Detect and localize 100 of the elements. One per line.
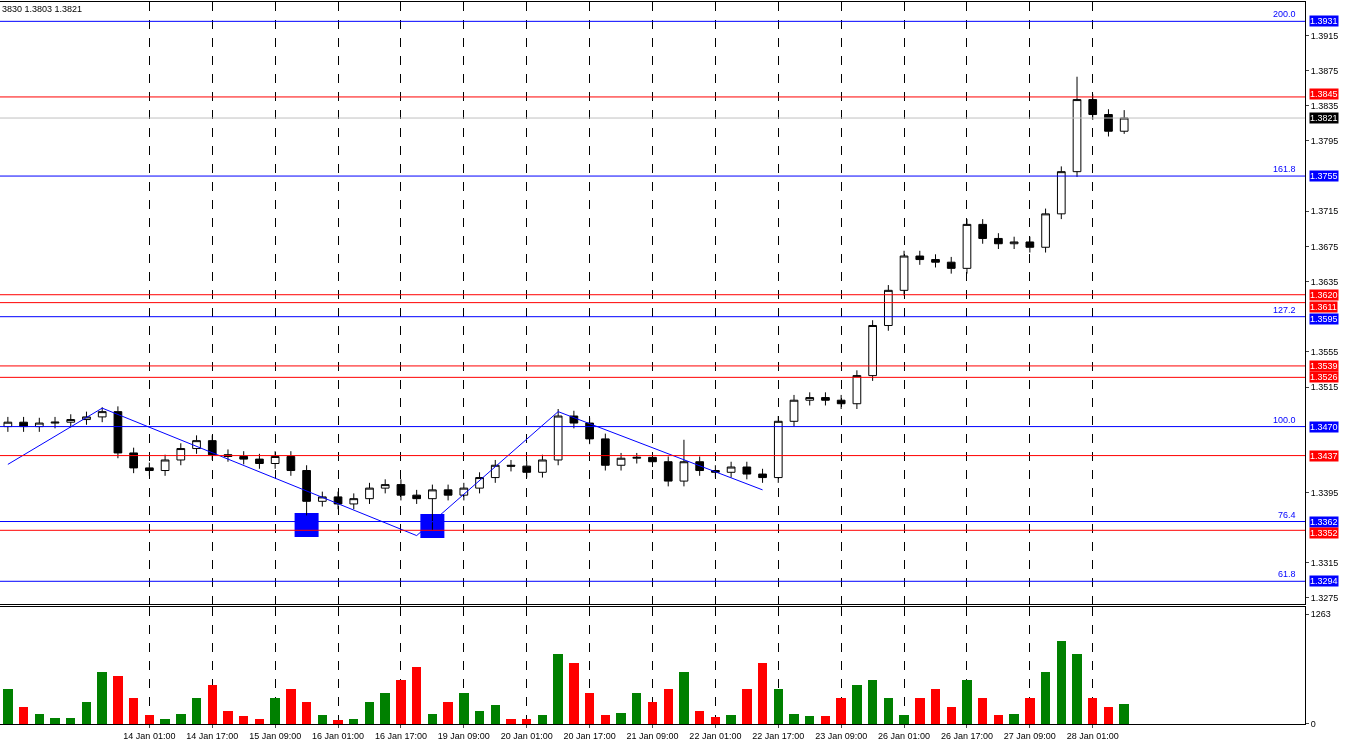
bar [1088,698,1097,724]
bar [899,715,909,724]
candlestick [758,468,767,484]
bar [35,714,44,724]
bar [192,698,201,724]
ref-line-label: 1.3931 [1310,16,1338,26]
x-tick-label: 14 Jan 01:00 [123,730,176,741]
x-tick-label: 28 Jan 01:00 [1066,730,1119,741]
candlestick [1041,208,1050,254]
candlestick [66,413,76,428]
bar [726,715,736,724]
y-tick-label: 1.3515 [1310,382,1339,393]
candlestick [380,478,390,494]
bar [506,719,516,724]
candlestick [616,452,626,472]
annotation: 200.0 [1273,9,1296,19]
x-tick-label: 22 Jan 01:00 [689,730,742,741]
candlestick [726,461,736,479]
candlestick [883,284,893,332]
bar [239,716,248,724]
bar [648,702,657,724]
bar [836,698,846,724]
bar [1025,698,1035,724]
candlestick [553,408,563,466]
bar [679,672,689,724]
candlestick [1119,109,1129,135]
ref-line-label: 1.3470 [1310,422,1338,432]
candlestick [113,405,123,459]
bar [569,663,579,724]
y-tick-label: 1.3875 [1310,65,1339,76]
bar [538,715,547,724]
bar [915,698,925,724]
bar [931,689,940,724]
y-tick-label: 1.3275 [1310,593,1339,604]
bar [333,720,343,724]
bar [978,698,987,724]
x-tick-label: 21 Jan 09:00 [626,730,679,741]
bar [553,654,563,724]
ref-line-label: 1.3611 [1310,302,1337,312]
annotation: 127.2 [1273,305,1296,315]
bar [113,676,123,724]
y-tick-label: 1.3795 [1310,136,1339,147]
bar [522,719,531,724]
annotation: 61.8 [1278,569,1296,579]
bar [868,680,877,724]
ref-line-label: 1.3294 [1310,576,1338,586]
bar [208,685,217,724]
bar [145,715,154,724]
bar [318,715,327,724]
candlestick [538,454,547,479]
candlestick [789,394,799,428]
bar [585,693,594,724]
candlestick [506,459,516,472]
bar [176,714,186,724]
annotation: 161.8 [1273,164,1296,174]
x-tick-label: 20 Jan 01:00 [500,730,553,741]
bar [349,719,358,724]
bar [695,711,704,724]
candlestick [679,439,689,487]
bar [302,702,311,724]
ref-line-label: 1.3821 [1310,113,1338,123]
bar [129,698,138,724]
bar [475,711,484,724]
candlestick [129,447,138,474]
bar [994,715,1003,724]
candlestick [1056,165,1066,220]
candlestick [428,484,437,531]
candlestick [852,369,862,410]
y-tick-label: 1.3835 [1310,100,1339,111]
bar [459,693,469,724]
y-tick-label: 1.3395 [1310,487,1339,498]
candlestick [365,482,374,505]
x-tick-label: 23 Jan 09:00 [815,730,868,741]
bar [774,689,783,724]
bar [947,707,956,724]
y-tick-label: 1.3555 [1310,347,1339,358]
bar [758,663,767,724]
bar [50,718,60,724]
bar [1057,641,1066,724]
candlestick [663,455,673,487]
candlestick [412,489,422,505]
ref-line-label: 1.3620 [1310,290,1338,300]
x-tick-label: 27 Jan 09:00 [1003,730,1056,741]
candlestick [600,433,610,472]
candlestick [946,256,956,275]
ref-line-label: 1.3437 [1310,451,1338,461]
bar [616,713,626,724]
bar [821,716,830,724]
candlestick [868,319,877,382]
bar [884,698,893,724]
bar [412,667,421,724]
bar [1119,704,1129,724]
bar [380,693,390,724]
x-tick-label: 16 Jan 01:00 [312,730,365,741]
candlestick [1009,236,1019,250]
ref-line-label: 1.3595 [1310,314,1338,324]
bar [1041,672,1050,724]
ref-line-label: 1.3755 [1310,171,1338,181]
candlestick [994,232,1003,250]
candlestick [349,492,359,510]
